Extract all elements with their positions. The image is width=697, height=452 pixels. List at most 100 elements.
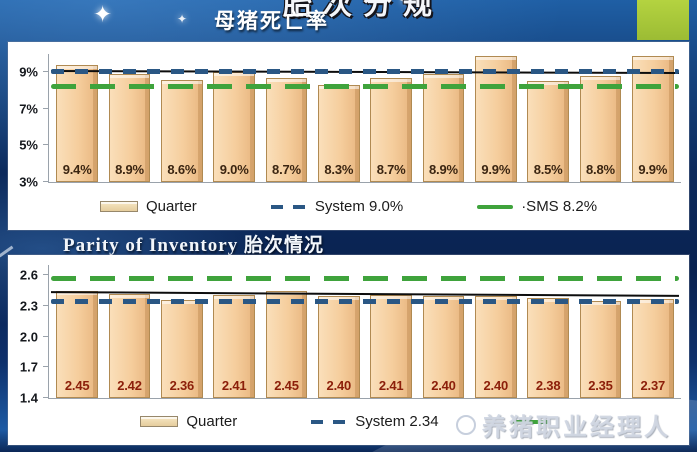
legend-swatch-dash-blue [311,419,348,424]
legend-item: Quarter [99,198,197,215]
bar: 8.6% [160,79,203,182]
bar: 2.35 [579,300,622,398]
bar-slot: 2.41 [208,265,260,398]
sparkle-icon: ✦ [177,12,188,26]
bar: 2.40 [422,295,465,398]
bar-value-label: 2.45 [274,378,299,393]
bar-value-label: 8.9% [429,162,458,177]
legend-label: System 2.34 [355,413,439,430]
bar-value-label: 2.41 [378,378,404,393]
y-tick-label: 9% [19,64,38,80]
bar-slot: 2.35 [574,265,626,398]
legend-swatch-line-green [512,419,549,424]
bar-slot: 8.8% [574,54,626,182]
parity-chart-panel: 2.6 2.3 2.0 1.7 1.4 2.45 2.42 2.36 2.41 2.45 2.40… [8,255,689,445]
bar-slot: 8.3% [313,54,365,182]
bar: 2.40 [474,295,517,398]
plot-area: 2.45 2.42 2.36 2.41 2.45 2.40 2.41 2.40 2.40 2.38… [43,265,681,399]
bar-value-label: 9.4% [62,162,92,177]
bar: 9.9% [631,55,674,182]
bar-value-label: 8.6% [167,162,197,177]
y-tick-label: 3% [19,174,38,190]
bar-slot: 2.45 [51,265,103,398]
y-tick-mark [43,335,49,337]
bar-slot: 8.5% [522,54,574,182]
bar: 9.0% [213,72,256,182]
bar: 2.37 [631,298,674,398]
y-tick-mark [43,366,49,368]
bar: 9.4% [56,64,99,182]
bar-slot: 2.36 [156,265,208,398]
bar-value-label: 2.40 [326,378,352,393]
bar: 2.41 [213,294,256,398]
y-axis: 2.6 2.3 2.0 1.7 1.4 [8,265,44,405]
bar-value-label: 2.35 [588,378,613,393]
bar-value-label: 2.40 [483,378,509,393]
system-reference-line [51,69,679,75]
bar: 2.45 [56,290,99,398]
bar: 9.9% [474,55,517,182]
bar: 8.9% [422,74,465,182]
legend: Quarter System 9.0% ·SMS 8.2% [8,198,689,215]
bar-value-label: 2.36 [169,378,195,393]
clipped-slide-title: 胎次分规 [283,0,444,21]
bar-value-label: 8.5% [533,162,563,177]
y-tick-mark [43,181,49,182]
bar-slot: 8.7% [260,54,312,182]
bar: 2.36 [160,299,203,398]
legend-item: ·SMS 8.2% [477,198,597,215]
bar: 8.5% [527,81,570,182]
bar: 2.41 [370,294,413,398]
bar-slot: 2.41 [365,265,417,398]
legend-item [512,419,557,424]
y-tick-mark [43,107,49,109]
y-tick-label: 5% [19,137,38,153]
bar-slot: 2.40 [313,265,365,398]
y-tick-mark [43,304,49,306]
y-tick-label: 1.7 [19,359,38,375]
watermark: 养猪职业经理人 [456,407,671,442]
bar-slot: 2.42 [103,265,155,398]
sparkle-icon: ✦ [93,1,113,27]
legend-item: System 2.34 [311,413,439,430]
bar-value-label: 9.0% [219,162,249,177]
bar: 8.9% [108,74,151,182]
bar-value-label: 2.41 [221,378,247,393]
bar-value-label: 9.9% [638,162,668,177]
watermark-text: 养猪职业经理人 [482,414,671,441]
y-axis: 9% 7% 5% 3% [8,54,44,189]
bar-slot: 2.38 [522,265,574,398]
y-tick-mark [43,71,49,73]
sms-reference-line [51,276,679,282]
y-tick-mark [43,144,49,146]
legend-label: Quarter [186,413,238,430]
bar-value-label: 8.7% [272,162,301,177]
bar-slot: 9.9% [470,54,522,182]
bar-slot: 2.40 [417,265,469,398]
bar-value-label: 2.42 [117,378,142,393]
watermark-logo-icon [456,414,476,435]
bar-value-label: 2.38 [535,378,561,393]
bar: 8.8% [579,75,622,182]
bar-slot: 8.7% [365,54,417,182]
bar-slot: 8.9% [103,54,155,182]
plot-area: 9.4% 8.9% 8.6% 9.0% 8.7% 8.3% 8.7% 8.9% 9.9% 8.5%… [43,54,681,183]
bar-value-label: 9.9% [481,162,511,177]
bar: 2.40 [317,295,360,398]
legend-item: System 9.0% [270,198,403,215]
green-accent-box [637,0,689,40]
y-tick-mark [43,274,49,276]
bar-value-label: 2.37 [640,378,666,393]
y-tick-label: 1.4 [19,390,38,406]
bars: 2.45 2.42 2.36 2.41 2.45 2.40 2.41 2.40 2.40 2.38… [49,265,681,398]
sms-reference-line [51,83,679,89]
bar: 8.7% [265,77,308,182]
legend-swatch-line-green [477,204,514,209]
bar-slot: 9.0% [208,54,260,182]
y-tick-mark [43,397,49,398]
bar-value-label: 2.45 [64,378,90,393]
legend-swatch-bar [140,416,179,427]
legend-item: Quarter [140,413,237,430]
y-tick-label: 7% [19,101,38,117]
